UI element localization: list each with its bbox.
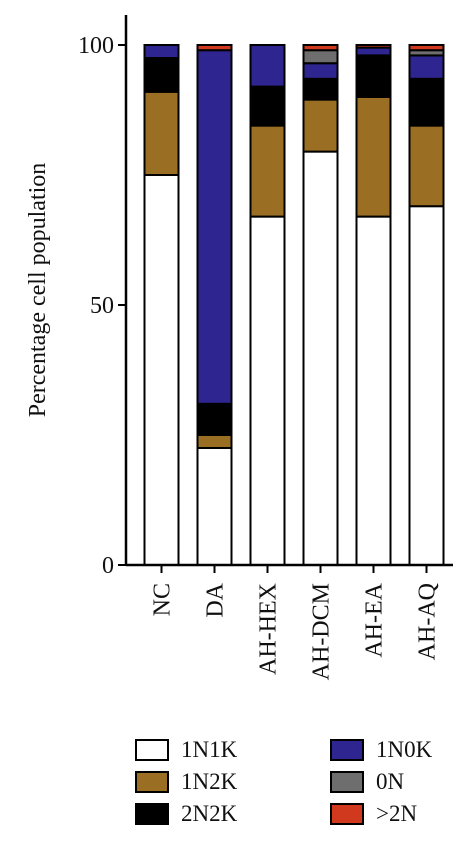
legend-swatch	[330, 739, 364, 761]
bar-segment-2n2k	[355, 54, 392, 98]
bar-segment-1n0k	[143, 44, 180, 59]
bar-segment-1n0k	[355, 46, 392, 57]
y-tick-label: 0	[102, 553, 114, 579]
bars-group	[143, 44, 445, 566]
x-tick-label: AH-AQ	[415, 583, 441, 660]
bar-segment-1n1k	[196, 447, 233, 566]
bar-segment-1n2k	[196, 434, 233, 449]
bar-segment-1n1k	[302, 150, 339, 566]
bar-segment-1n0k	[408, 54, 445, 80]
x-tick-label: DA	[203, 582, 229, 617]
bar-segment-2n2k	[249, 85, 286, 127]
y-axis-title: Percentage cell population	[25, 163, 51, 418]
legend-label: >2N	[376, 801, 418, 826]
axes-group: NC DA AH-HEX AH-DCM AH-EA AH-AQ 0 50 100	[78, 15, 453, 680]
bar-segment-1n2k	[249, 124, 286, 218]
y-tick-label: 50	[90, 293, 114, 319]
bar-segment-gt2n	[408, 44, 445, 52]
bar-segment-1n2k	[143, 90, 180, 176]
x-tick-label: AH-DCM	[309, 583, 335, 680]
x-tick-label: AH-HEX	[256, 583, 282, 675]
bar-segment-2n2k	[143, 57, 180, 93]
legend-label: 1N2K	[181, 769, 238, 794]
x-tick-label: NC	[150, 583, 176, 616]
bar-segment-1n2k	[408, 124, 445, 208]
legend-label: 1N0K	[376, 737, 433, 762]
legend-swatch	[135, 739, 169, 761]
y-tick-label: 100	[78, 33, 114, 59]
bar-segment-1n0k	[302, 62, 339, 80]
bar-segment-gt2n	[196, 44, 233, 52]
bar-segment-1n0k	[196, 49, 233, 405]
bar-segment-1n2k	[355, 96, 392, 218]
legend-label: 2N2K	[181, 801, 238, 826]
bar-segment-1n1k	[408, 205, 445, 566]
legend-swatch	[135, 803, 169, 825]
legend-swatch	[135, 771, 169, 793]
legend-item-1n0k: 1N0K	[330, 735, 432, 765]
x-tick-label: AH-EA	[362, 582, 388, 657]
bar-segment-1n2k	[302, 98, 339, 153]
legend-label: 0N	[376, 769, 405, 794]
bar-segment-2n2k	[196, 402, 233, 436]
legend-item-1n1k: 1N1K	[135, 735, 237, 765]
bar-segment-1n1k	[143, 174, 180, 566]
bar-segment-gt2n	[302, 44, 339, 52]
legend-item-2n2k: 2N2K	[135, 799, 237, 829]
stacked-bar-chart: NC DA AH-HEX AH-DCM AH-EA AH-AQ 0 50 100 Percent…	[25, 15, 453, 680]
legend-swatch	[330, 803, 364, 825]
legend-item-1n2k: 1N2K	[135, 767, 237, 797]
bar-segment-gt2n	[355, 44, 392, 49]
bar-segment-0n	[302, 49, 339, 65]
bar-segment-2n2k	[302, 77, 339, 101]
legend-item-0n: 0N	[330, 767, 404, 797]
bar-segment-1n1k	[355, 215, 392, 566]
bar-segment-2n2k	[408, 77, 445, 127]
bar-segment-1n0k	[249, 44, 286, 88]
bar-segment-1n1k	[249, 215, 286, 566]
legend: 1N1K 1N0K 1N2K 0N 2N2K >2N	[135, 735, 465, 835]
legend-swatch	[330, 771, 364, 793]
legend-item-gt2n: >2N	[330, 799, 417, 829]
legend-label: 1N1K	[181, 737, 238, 762]
